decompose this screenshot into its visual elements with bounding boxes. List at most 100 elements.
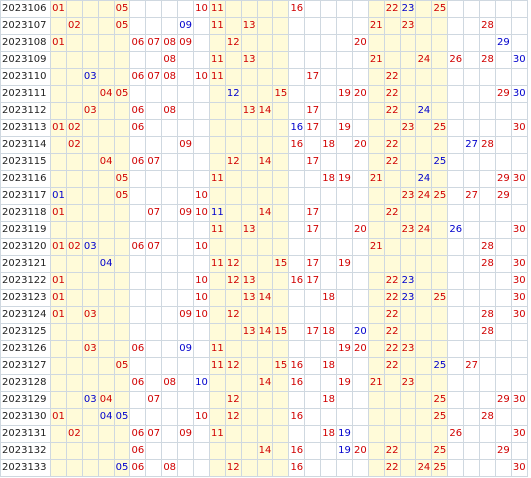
empty-cell	[288, 289, 306, 307]
empty-cell	[494, 408, 512, 426]
empty-cell	[494, 306, 512, 324]
red-number-cell: 12	[224, 153, 242, 171]
empty-cell	[193, 221, 210, 239]
empty-cell	[320, 374, 338, 392]
empty-cell	[81, 0, 99, 18]
blue-number-cell: 23	[399, 0, 417, 18]
empty-cell	[272, 136, 290, 154]
empty-cell	[224, 221, 242, 239]
table-row: 2023121 04 11 12 15 17 19 28 30	[0, 255, 528, 273]
empty-cell	[50, 17, 67, 35]
red-number-cell: 18	[320, 391, 338, 409]
red-number-cell: 29	[494, 170, 512, 188]
red-number-cell: 14	[256, 153, 274, 171]
empty-cell	[240, 391, 258, 409]
empty-cell	[415, 374, 433, 392]
red-number-cell: 04	[97, 391, 115, 409]
empty-cell	[304, 34, 322, 52]
red-number-cell: 17	[304, 204, 322, 222]
blue-number-cell: 29	[494, 34, 512, 52]
red-number-cell: 22	[383, 272, 401, 290]
empty-cell	[415, 17, 433, 35]
empty-cell	[224, 340, 242, 358]
empty-cell	[415, 85, 433, 103]
empty-cell	[256, 119, 274, 137]
empty-cell	[479, 391, 496, 409]
table-row: 2023127 05 11 12 15 16 18 22 25 27	[0, 357, 528, 375]
empty-cell	[320, 272, 338, 290]
red-number-cell: 22	[383, 68, 401, 86]
table-row: 2023130 01 04 05 10 12 16 25 28	[0, 408, 528, 426]
empty-cell	[399, 51, 417, 69]
red-number-cell: 27	[463, 357, 481, 375]
empty-cell	[288, 170, 306, 188]
empty-cell	[336, 391, 353, 409]
red-number-cell: 16	[288, 0, 306, 18]
red-number-cell: 12	[224, 34, 242, 52]
empty-cell	[193, 153, 210, 171]
empty-cell	[431, 204, 449, 222]
empty-cell	[415, 0, 433, 18]
empty-cell	[447, 459, 465, 477]
empty-cell	[240, 238, 258, 256]
empty-cell	[113, 391, 131, 409]
empty-cell	[399, 255, 417, 273]
red-number-cell: 04	[97, 85, 115, 103]
empty-cell	[510, 442, 528, 460]
red-number-cell: 11	[208, 221, 226, 239]
red-number-cell: 25	[431, 391, 449, 409]
red-number-cell: 16	[288, 442, 306, 460]
red-number-cell: 09	[177, 425, 195, 443]
red-number-cell: 12	[224, 306, 242, 324]
red-number-cell: 06	[129, 340, 147, 358]
empty-cell	[351, 17, 369, 35]
empty-cell	[367, 459, 385, 477]
empty-cell	[383, 374, 401, 392]
empty-cell	[113, 323, 131, 341]
empty-cell	[81, 323, 99, 341]
red-number-cell: 07	[145, 425, 163, 443]
red-number-cell: 26	[447, 51, 465, 69]
empty-cell	[113, 289, 131, 307]
empty-cell	[193, 255, 210, 273]
empty-cell	[494, 51, 512, 69]
empty-cell	[161, 85, 179, 103]
period-cell: 2023111	[0, 85, 51, 103]
empty-cell	[288, 204, 306, 222]
red-number-cell: 14	[256, 204, 274, 222]
empty-cell	[447, 17, 465, 35]
empty-cell	[415, 289, 433, 307]
empty-cell	[81, 221, 99, 239]
red-number-cell: 17	[304, 323, 322, 341]
empty-cell	[320, 51, 338, 69]
empty-cell	[272, 221, 290, 239]
empty-cell	[415, 391, 433, 409]
empty-cell	[97, 221, 115, 239]
red-number-cell: 29	[494, 85, 512, 103]
empty-cell	[415, 136, 433, 154]
empty-cell	[447, 68, 465, 86]
empty-cell	[224, 187, 242, 205]
empty-cell	[272, 17, 290, 35]
empty-cell	[383, 221, 401, 239]
table-row: 2023118 01 07 09 10 11 14 17 22	[0, 204, 528, 222]
red-number-cell: 05	[113, 187, 131, 205]
empty-cell	[145, 289, 163, 307]
empty-cell	[320, 17, 338, 35]
table-row: 2023106 01 05 10 11 16 22 23 25	[0, 0, 528, 18]
empty-cell	[494, 272, 512, 290]
empty-cell	[320, 459, 338, 477]
empty-cell	[463, 221, 481, 239]
red-number-cell: 01	[50, 119, 67, 137]
empty-cell	[336, 221, 353, 239]
blue-number-cell: 27	[463, 136, 481, 154]
blue-number-cell: 05	[113, 408, 131, 426]
red-number-cell: 22	[383, 323, 401, 341]
red-number-cell: 18	[320, 323, 338, 341]
empty-cell	[288, 68, 306, 86]
empty-cell	[145, 306, 163, 324]
empty-cell	[81, 17, 99, 35]
red-number-cell: 13	[240, 289, 258, 307]
empty-cell	[304, 289, 322, 307]
empty-cell	[177, 272, 195, 290]
